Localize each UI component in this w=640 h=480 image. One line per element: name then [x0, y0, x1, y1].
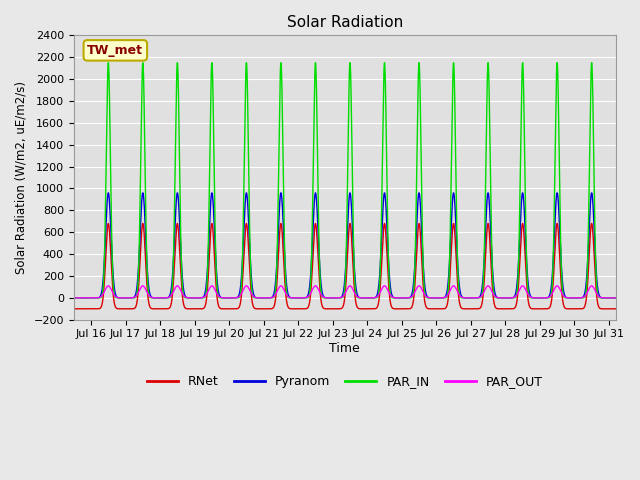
- RNet: [266, 306, 274, 312]
- PAR_OUT: [266, 295, 274, 300]
- Pyranom: [139, 190, 147, 196]
- Text: TW_met: TW_met: [87, 44, 143, 57]
- PAR_IN: [500, 295, 508, 301]
- PAR_OUT: [391, 295, 399, 300]
- Pyranom: [97, 292, 105, 298]
- Pyranom: [70, 295, 77, 301]
- PAR_IN: [414, 77, 422, 83]
- Pyranom: [391, 295, 399, 300]
- Legend: RNet, Pyranom, PAR_IN, PAR_OUT: RNet, Pyranom, PAR_IN, PAR_OUT: [141, 370, 548, 393]
- Y-axis label: Solar Radiation (W/m2, uE/m2/s): Solar Radiation (W/m2, uE/m2/s): [15, 81, 28, 274]
- PAR_IN: [266, 295, 274, 301]
- X-axis label: Time: Time: [330, 342, 360, 355]
- PAR_OUT: [500, 295, 508, 301]
- PAR_OUT: [612, 295, 620, 301]
- PAR_IN: [139, 60, 147, 66]
- Pyranom: [266, 295, 274, 300]
- Pyranom: [414, 194, 422, 200]
- Line: RNet: RNet: [74, 224, 616, 309]
- RNet: [414, 225, 422, 230]
- RNet: [472, 306, 479, 312]
- RNet: [97, 304, 105, 310]
- Pyranom: [500, 295, 508, 301]
- RNet: [139, 221, 147, 227]
- PAR_OUT: [97, 294, 105, 300]
- RNet: [612, 306, 620, 312]
- Line: PAR_OUT: PAR_OUT: [74, 286, 616, 298]
- PAR_IN: [472, 295, 479, 301]
- Line: Pyranom: Pyranom: [74, 193, 616, 298]
- PAR_IN: [391, 295, 399, 301]
- Pyranom: [472, 295, 479, 301]
- PAR_OUT: [414, 283, 422, 289]
- RNet: [500, 306, 508, 312]
- PAR_OUT: [70, 295, 77, 301]
- Title: Solar Radiation: Solar Radiation: [287, 15, 403, 30]
- PAR_IN: [97, 295, 105, 300]
- RNet: [70, 306, 77, 312]
- RNet: [391, 306, 399, 312]
- PAR_IN: [612, 295, 620, 301]
- PAR_IN: [70, 295, 77, 301]
- Line: PAR_IN: PAR_IN: [74, 63, 616, 298]
- PAR_OUT: [472, 295, 479, 301]
- Pyranom: [612, 295, 620, 301]
- PAR_OUT: [139, 283, 147, 289]
